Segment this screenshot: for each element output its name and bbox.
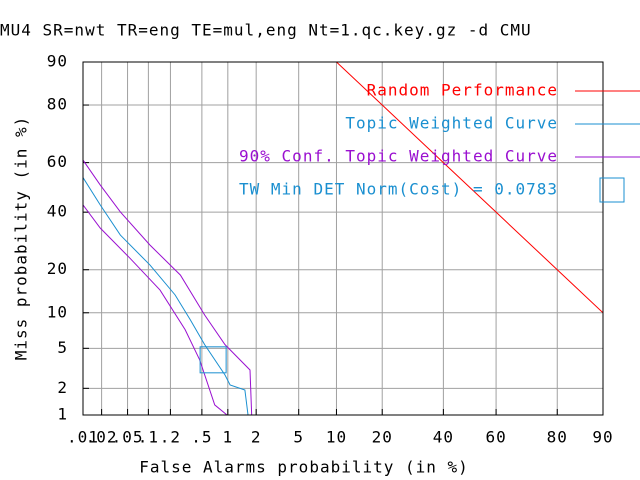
- x-tick-label: .2: [160, 428, 181, 447]
- x-tick-label: 60: [485, 428, 506, 447]
- x-tick-label: .05: [112, 428, 144, 447]
- curve: [83, 204, 228, 415]
- y-tick-label: 10: [47, 302, 68, 321]
- y-tick-label: 5: [57, 338, 68, 357]
- y-tick-label: 2: [57, 378, 68, 397]
- curve: [83, 159, 253, 415]
- x-tick-label: 1: [223, 428, 234, 447]
- x-tick-label: 90: [592, 428, 613, 447]
- min-det-point: [199, 346, 227, 374]
- y-tick-label: 90: [47, 52, 68, 71]
- y-tick-label: 40: [47, 202, 68, 221]
- y-tick-label: 20: [47, 259, 68, 278]
- plot: [83, 62, 603, 415]
- chart-title: MU4 SR=nwt TR=eng TE=mul,eng Nt=1.qc.key…: [0, 21, 532, 40]
- plot-frame: [82, 61, 604, 416]
- y-tick-label: 80: [47, 95, 68, 114]
- x-tick-label: .1: [138, 428, 159, 447]
- x-tick-label: 20: [372, 428, 393, 447]
- x-tick-label: .01: [67, 428, 99, 447]
- x-tick-label: 2: [251, 428, 262, 447]
- legend-label: TW Min DET Norm(Cost) = 0.0783: [239, 180, 558, 199]
- x-tick-label: 40: [433, 428, 454, 447]
- legend-swatch: [599, 177, 625, 203]
- x-axis-label: False Alarms probability (in %): [139, 458, 469, 477]
- x-tick-label: .02: [86, 428, 118, 447]
- x-tick-label: 5: [293, 428, 304, 447]
- legend-label: 90% Conf. Topic Weighted Curve: [239, 147, 558, 166]
- x-tick-label: .5: [191, 428, 212, 447]
- curve: [336, 62, 603, 314]
- y-tick-label: 1: [57, 405, 68, 424]
- y-tick-label: 60: [47, 152, 68, 171]
- x-tick-label: 80: [547, 428, 568, 447]
- curve: [83, 177, 249, 415]
- legend-label: Random Performance: [367, 81, 558, 100]
- y-axis-label: Miss probability (in %): [12, 116, 31, 361]
- x-tick-label: 10: [326, 428, 347, 447]
- legend-label: Topic Weighted Curve: [345, 114, 558, 133]
